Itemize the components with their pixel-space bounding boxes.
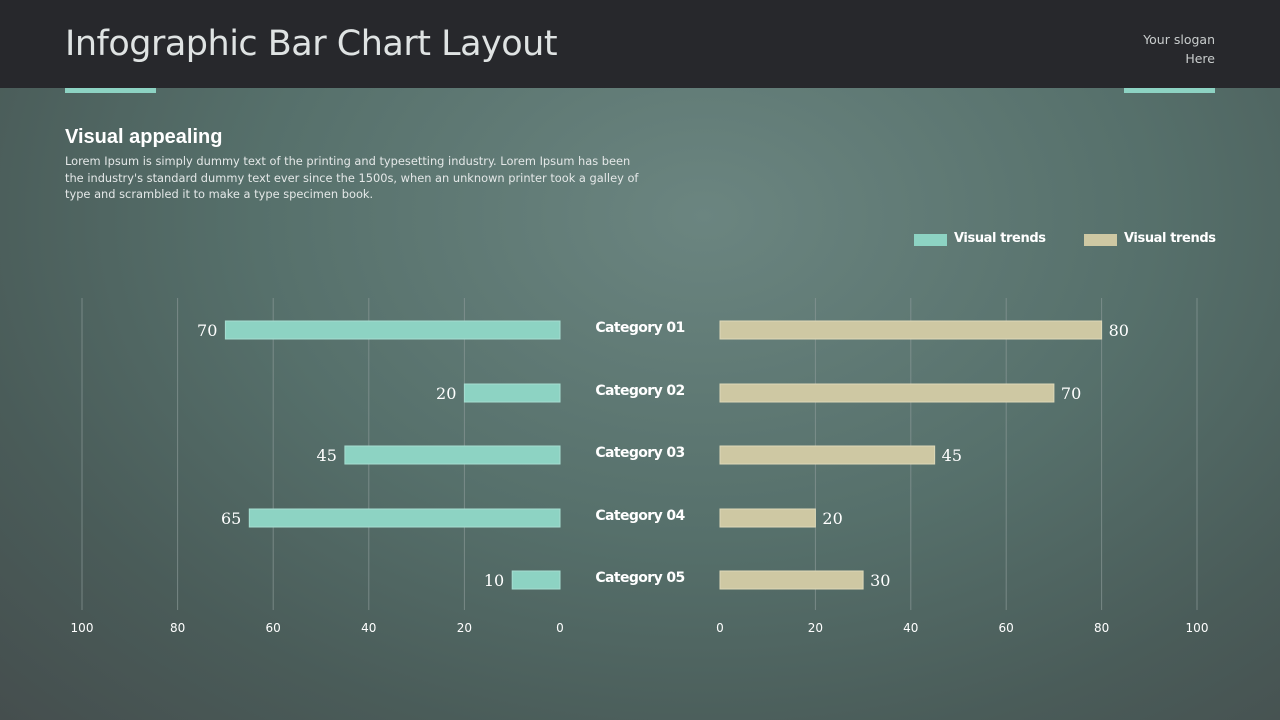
data-label-right-5: 30 [870, 571, 890, 590]
tick-label-left-20: 20 [457, 621, 472, 635]
slogan-line-1: Your slogan [1143, 32, 1215, 47]
page-title: Infographic Bar Chart Layout [65, 24, 558, 64]
data-label-left-1: 70 [197, 321, 217, 340]
legend-label-series-b: Visual trends [1124, 231, 1216, 246]
bar-left-3 [344, 445, 561, 465]
bar-right-1 [719, 320, 1103, 340]
legend-swatch-series-a [914, 234, 947, 246]
tick-label-left-0: 0 [556, 621, 564, 635]
bar-right-3 [719, 445, 936, 465]
category-label-2: Category 02 [595, 383, 684, 399]
tick-label-right-40: 40 [903, 621, 918, 635]
data-label-left-2: 20 [436, 384, 456, 403]
tick-label-right-0: 0 [716, 621, 724, 635]
data-label-left-3: 45 [317, 446, 337, 465]
legend-swatch-series-b [1084, 234, 1117, 246]
category-label-4: Category 04 [595, 508, 685, 524]
category-label-3: Category 03 [595, 445, 684, 461]
data-label-right-1: 80 [1109, 321, 1129, 340]
data-label-left-4: 65 [221, 509, 241, 528]
accent-bar-left [65, 88, 156, 93]
data-label-right-2: 70 [1061, 384, 1081, 403]
tick-label-right-20: 20 [808, 621, 823, 635]
legend-label-series-a: Visual trends [954, 231, 1046, 246]
bar-left-2 [463, 383, 561, 403]
tick-label-right-60: 60 [999, 621, 1014, 635]
tick-label-right-80: 80 [1094, 621, 1109, 635]
slogan-line-2: Here [1185, 51, 1215, 66]
section-heading: Visual appealing [65, 126, 223, 148]
tick-label-left-40: 40 [361, 621, 376, 635]
tick-label-left-100: 100 [71, 621, 94, 635]
category-label-1: Category 01 [595, 320, 684, 336]
bar-left-4 [248, 508, 561, 528]
data-label-right-4: 20 [822, 509, 842, 528]
data-label-left-5: 10 [484, 571, 504, 590]
tick-label-left-60: 60 [266, 621, 281, 635]
category-label-5: Category 05 [595, 570, 684, 586]
section-body: Lorem Ipsum is simply dummy text of the … [65, 154, 639, 201]
accent-bar-right [1124, 88, 1215, 93]
tick-label-left-80: 80 [170, 621, 185, 635]
bar-right-2 [719, 383, 1055, 403]
header-bar: Infographic Bar Chart Layout Your slogan… [0, 0, 1280, 88]
tick-label-right-100: 100 [1186, 621, 1209, 635]
bar-right-4 [719, 508, 816, 528]
data-label-right-3: 45 [942, 446, 962, 465]
slogan: Your slogan Here [1015, 30, 1215, 68]
bar-right-5 [719, 570, 864, 590]
bar-left-1 [224, 320, 561, 340]
bar-left-5 [511, 570, 561, 590]
